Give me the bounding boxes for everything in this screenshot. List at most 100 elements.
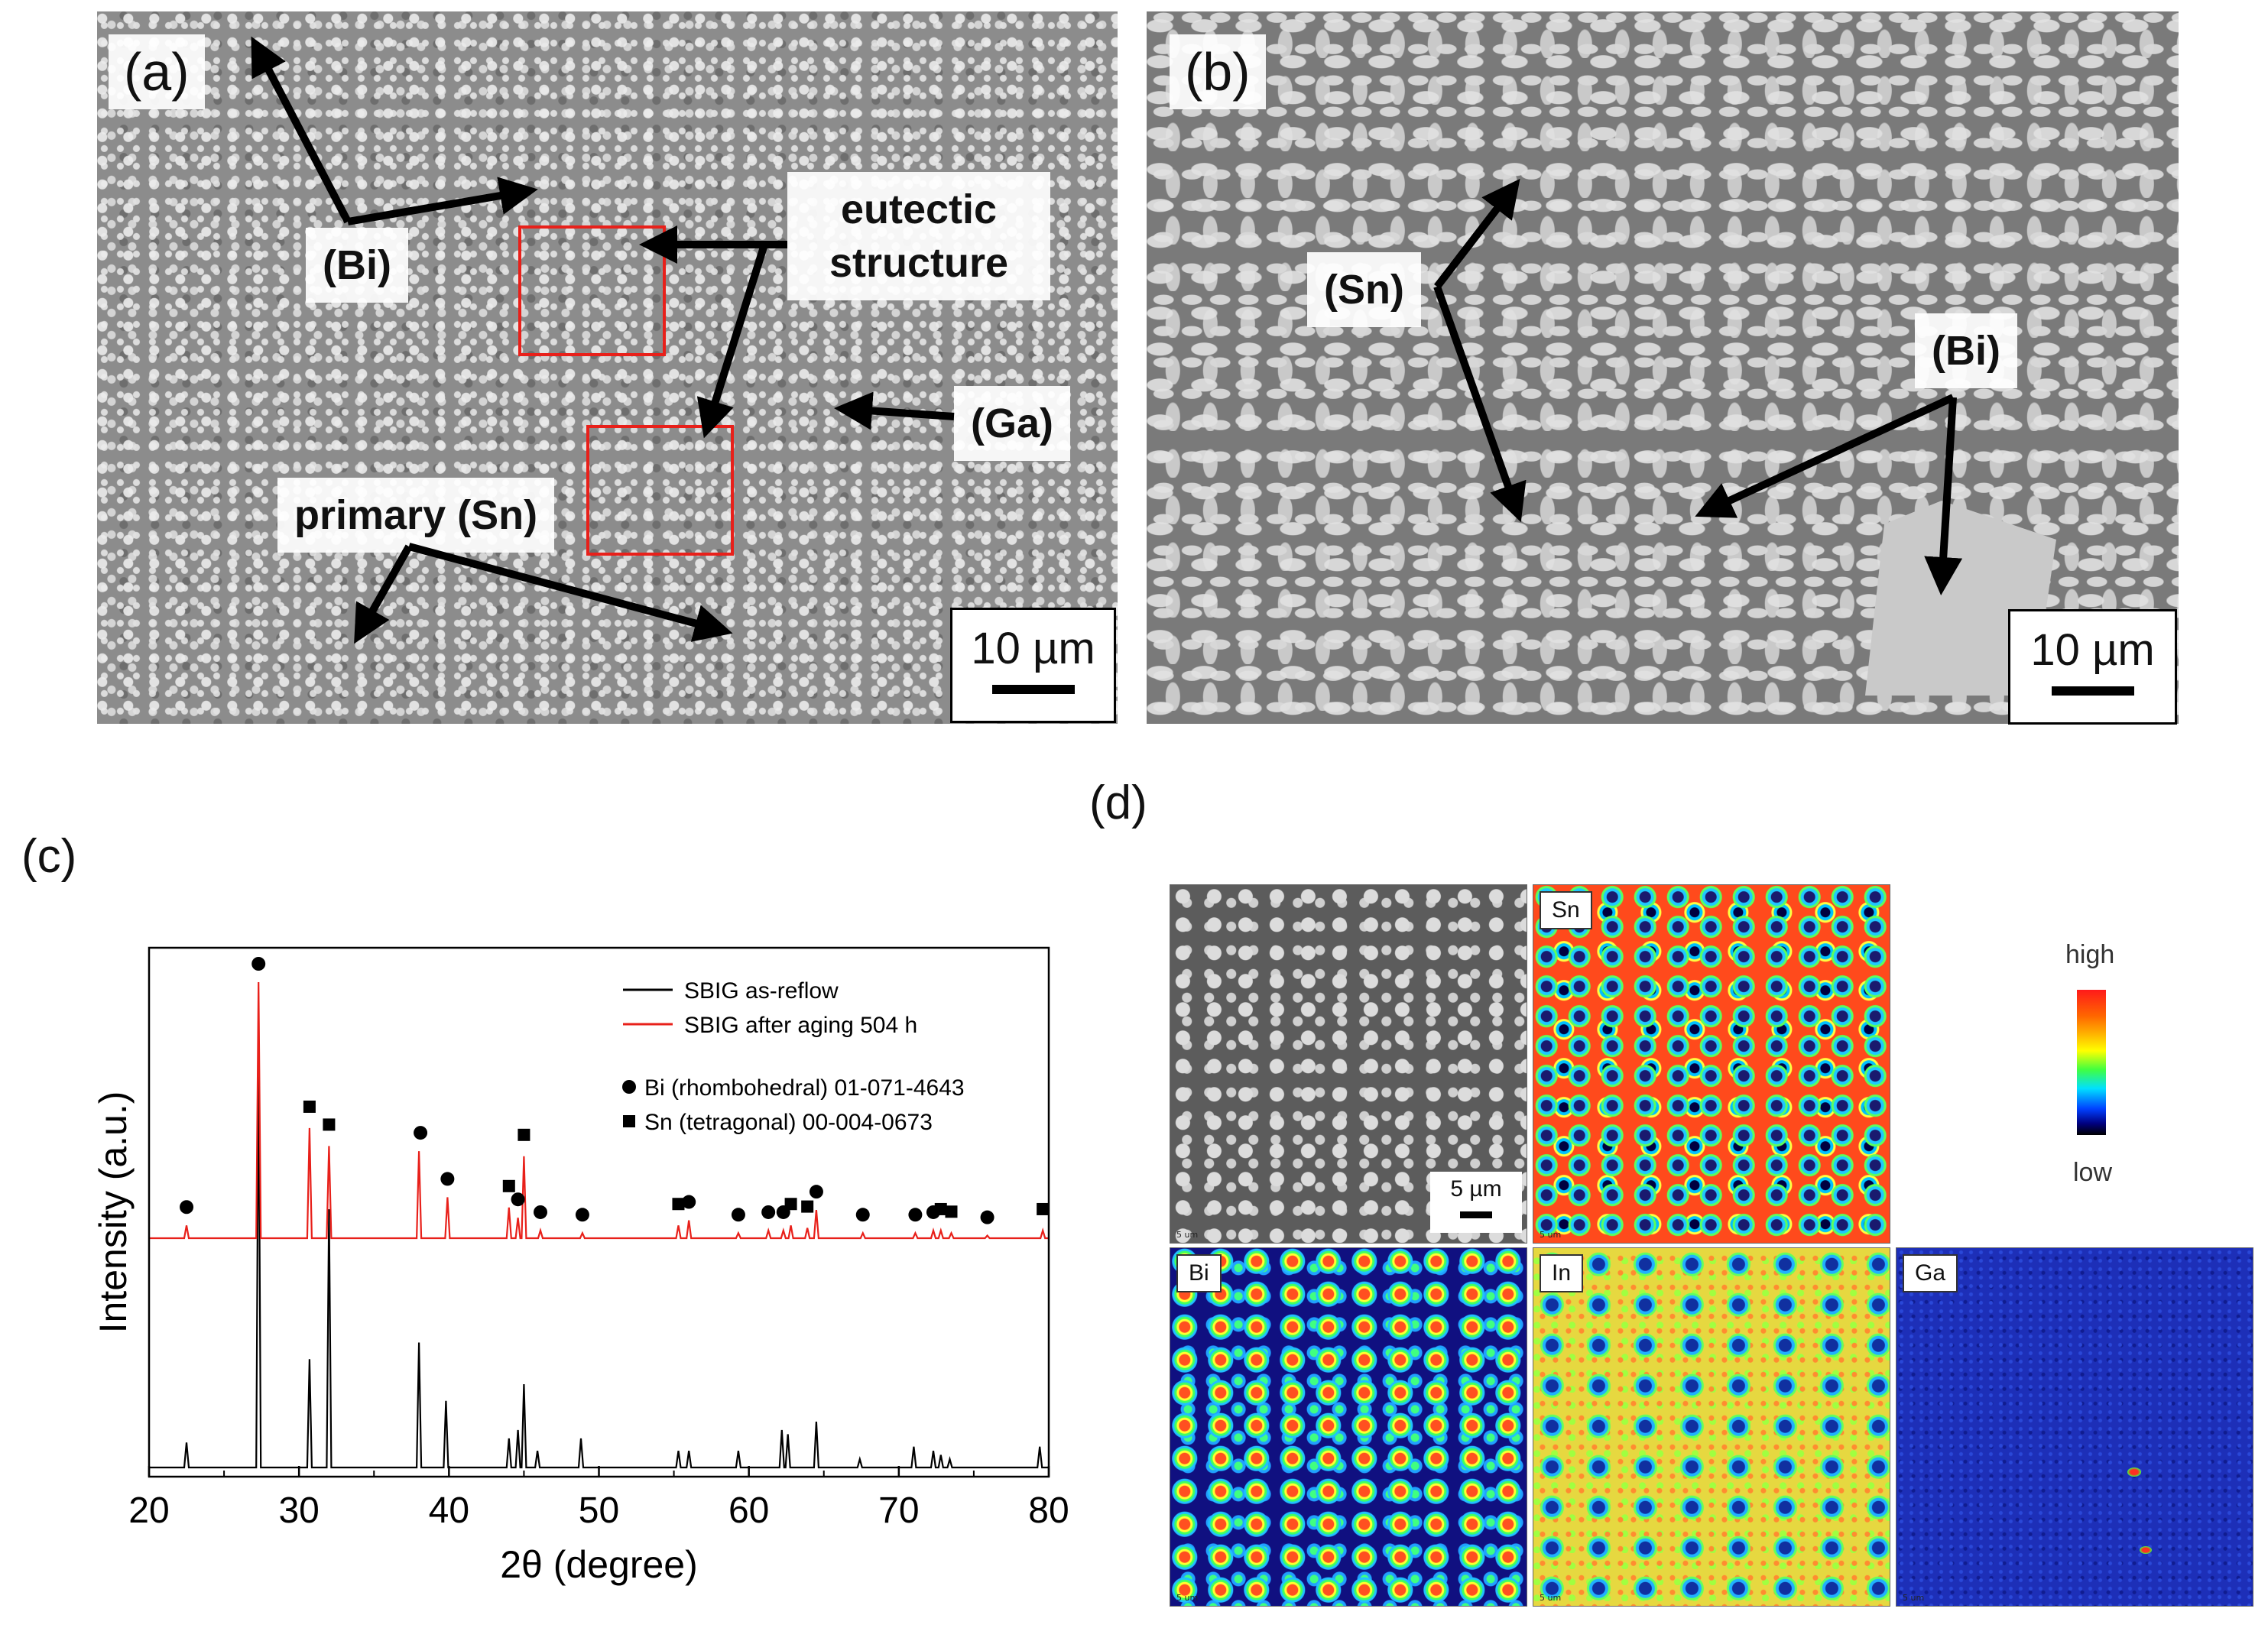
edx-tag-in: In bbox=[1540, 1254, 1584, 1292]
scale-bar-d: 5 µm bbox=[1430, 1172, 1522, 1233]
edx-foot-sn: 5 um bbox=[1540, 1230, 1562, 1240]
x-tick-label-3: 50 bbox=[579, 1490, 619, 1531]
bi-marker-1 bbox=[251, 957, 266, 971]
sn-marker-5 bbox=[784, 1198, 797, 1211]
scale-label-a: 10 µm bbox=[971, 624, 1095, 673]
series-reflow-line bbox=[149, 1050, 1049, 1469]
bi-label-b: (Bi) bbox=[1915, 313, 2017, 389]
colorbar-high-label: high bbox=[2065, 940, 2115, 969]
bi-marker-12 bbox=[855, 1208, 870, 1222]
panel-b-label: (b) bbox=[1170, 34, 1266, 109]
ga-hotspot-1 bbox=[2127, 1467, 2141, 1477]
phase-markers bbox=[180, 957, 1050, 1224]
sn-marker-7 bbox=[934, 1202, 947, 1215]
x-tick-label-4: 60 bbox=[728, 1490, 769, 1531]
edx-map-ga: Ga 5 um bbox=[1896, 1247, 2253, 1607]
bi-marker-3 bbox=[440, 1172, 455, 1186]
colorbar bbox=[2077, 990, 2106, 1135]
edx-foot-ga: 5 um bbox=[1903, 1593, 1925, 1603]
x-tick-label-2: 40 bbox=[429, 1490, 469, 1531]
scale-bar-a: 10 µm bbox=[950, 608, 1116, 723]
ga-hotspot-2 bbox=[2140, 1546, 2152, 1554]
edx-se-image: 5 µm 5 um bbox=[1170, 884, 1527, 1244]
sn-arrow-b-2 bbox=[1433, 285, 1527, 523]
scale-bar-b: 10 µm bbox=[2008, 609, 2177, 725]
edx-foot-in: 5 um bbox=[1540, 1593, 1562, 1603]
axis-layer: 20 30 40 50 60 70 80 2θ (degree) Intensity (a.u.… bbox=[92, 946, 1069, 1586]
x-tick-label-0: 20 bbox=[128, 1490, 169, 1531]
bi-marker-5 bbox=[533, 1205, 547, 1219]
panel-d-label: (d) bbox=[1089, 777, 1147, 829]
legend-sn-text: Sn (tetragonal) 00-004-0673 bbox=[644, 1110, 933, 1135]
eutectic-line-2: structure bbox=[829, 240, 1009, 287]
bi-marker-9 bbox=[761, 1205, 776, 1219]
primary-sn-arrow-1 bbox=[354, 544, 413, 644]
bi-marker-8 bbox=[731, 1208, 745, 1222]
edx-map-sn: Sn 5 um bbox=[1533, 884, 1890, 1244]
panel-c-label: (c) bbox=[21, 830, 77, 883]
sn-marker-4 bbox=[672, 1198, 685, 1211]
bi-marker-11 bbox=[809, 1185, 823, 1199]
sn-marker-3 bbox=[518, 1128, 530, 1141]
panel-a-label: (a) bbox=[109, 34, 205, 109]
eutectic-region-box-2 bbox=[586, 425, 734, 556]
legend-bi-text: Bi (rhombohedral) 01-071-4643 bbox=[644, 1075, 965, 1101]
primary-sn-arrow-2 bbox=[407, 543, 733, 642]
bi-arrow-b-2 bbox=[1924, 397, 1963, 595]
sem-image-a bbox=[97, 11, 1118, 724]
eutectic-line-1: eutectic bbox=[840, 186, 998, 232]
edx-foot-se: 5 um bbox=[1176, 1230, 1199, 1240]
sn-marker-2 bbox=[502, 1179, 515, 1192]
colorbar-low-label: low bbox=[2073, 1158, 2113, 1187]
edx-map-bi: Bi 5 um bbox=[1170, 1247, 1527, 1607]
sn-marker-6 bbox=[801, 1200, 814, 1213]
edx-foot-bi: 5 um bbox=[1176, 1593, 1199, 1603]
sn-marker-1 bbox=[323, 1118, 336, 1131]
sn-arrow-b-1 bbox=[1434, 178, 1520, 290]
ga-label: (Ga) bbox=[954, 386, 1070, 462]
scale-bar-line-b bbox=[2051, 686, 2134, 696]
legend-sn-symbol bbox=[623, 1115, 635, 1127]
legend-bi-symbol bbox=[622, 1080, 636, 1094]
scale-bar-line-a bbox=[991, 685, 1075, 694]
sn-marker-8 bbox=[945, 1205, 958, 1218]
x-tick-label-6: 80 bbox=[1028, 1490, 1069, 1531]
bi-marker-2 bbox=[414, 1126, 428, 1140]
primary-sn-label: primary (Sn) bbox=[277, 478, 555, 553]
sn-marker-0 bbox=[303, 1100, 316, 1113]
x-tick-label-5: 70 bbox=[878, 1490, 919, 1531]
legend-text-0: SBIG as-reflow bbox=[684, 978, 839, 1004]
bi-marker-0 bbox=[180, 1200, 194, 1215]
xrd-chart: 20 30 40 50 60 70 80 2θ (degree) Intensity (a.u.… bbox=[92, 946, 1069, 1586]
scale-label-b: 10 µm bbox=[2030, 625, 2155, 675]
bi-arrow-a-2 bbox=[347, 177, 538, 225]
edx-tag-ga: Ga bbox=[1903, 1254, 1958, 1292]
sn-marker-9 bbox=[1037, 1202, 1050, 1215]
edx-map-in: In 5 um bbox=[1533, 1247, 1890, 1607]
eutectic-region-box-1 bbox=[518, 225, 666, 356]
bi-arrow-b-1 bbox=[1695, 394, 1955, 518]
edx-tag-sn: Sn bbox=[1540, 891, 1592, 929]
bi-marker-13 bbox=[908, 1208, 923, 1222]
bi-marker-7 bbox=[682, 1195, 696, 1209]
scale-label-d: 5 µm bbox=[1450, 1176, 1502, 1202]
x-axis-label: 2θ (degree) bbox=[500, 1543, 698, 1586]
annotation-arrows bbox=[251, 36, 1963, 644]
x-tick-label-1: 30 bbox=[278, 1490, 319, 1531]
bi-label-a: (Bi) bbox=[306, 228, 408, 303]
ga-arrow bbox=[834, 391, 955, 430]
bi-marker-6 bbox=[575, 1208, 589, 1222]
bi-marker-15 bbox=[980, 1210, 994, 1224]
series-aged-line bbox=[149, 981, 1049, 1240]
sn-label-b: (Sn) bbox=[1307, 252, 1421, 328]
scale-bar-line-d bbox=[1460, 1211, 1492, 1218]
legend: SBIG as-reflow SBIG after aging 504 h Bi (… bbox=[622, 978, 965, 1135]
legend-text-1: SBIG after aging 504 h bbox=[684, 1013, 917, 1038]
eutectic-arrow-2 bbox=[696, 243, 768, 439]
plot-area bbox=[149, 981, 1049, 1469]
eutectic-structure-label: eutectic structure bbox=[787, 172, 1050, 301]
y-axis-label: Intensity (a.u.) bbox=[92, 1091, 135, 1334]
bi-arrow-a bbox=[251, 36, 352, 224]
edx-tag-bi: Bi bbox=[1176, 1254, 1222, 1292]
bi-marker-4 bbox=[511, 1192, 525, 1207]
